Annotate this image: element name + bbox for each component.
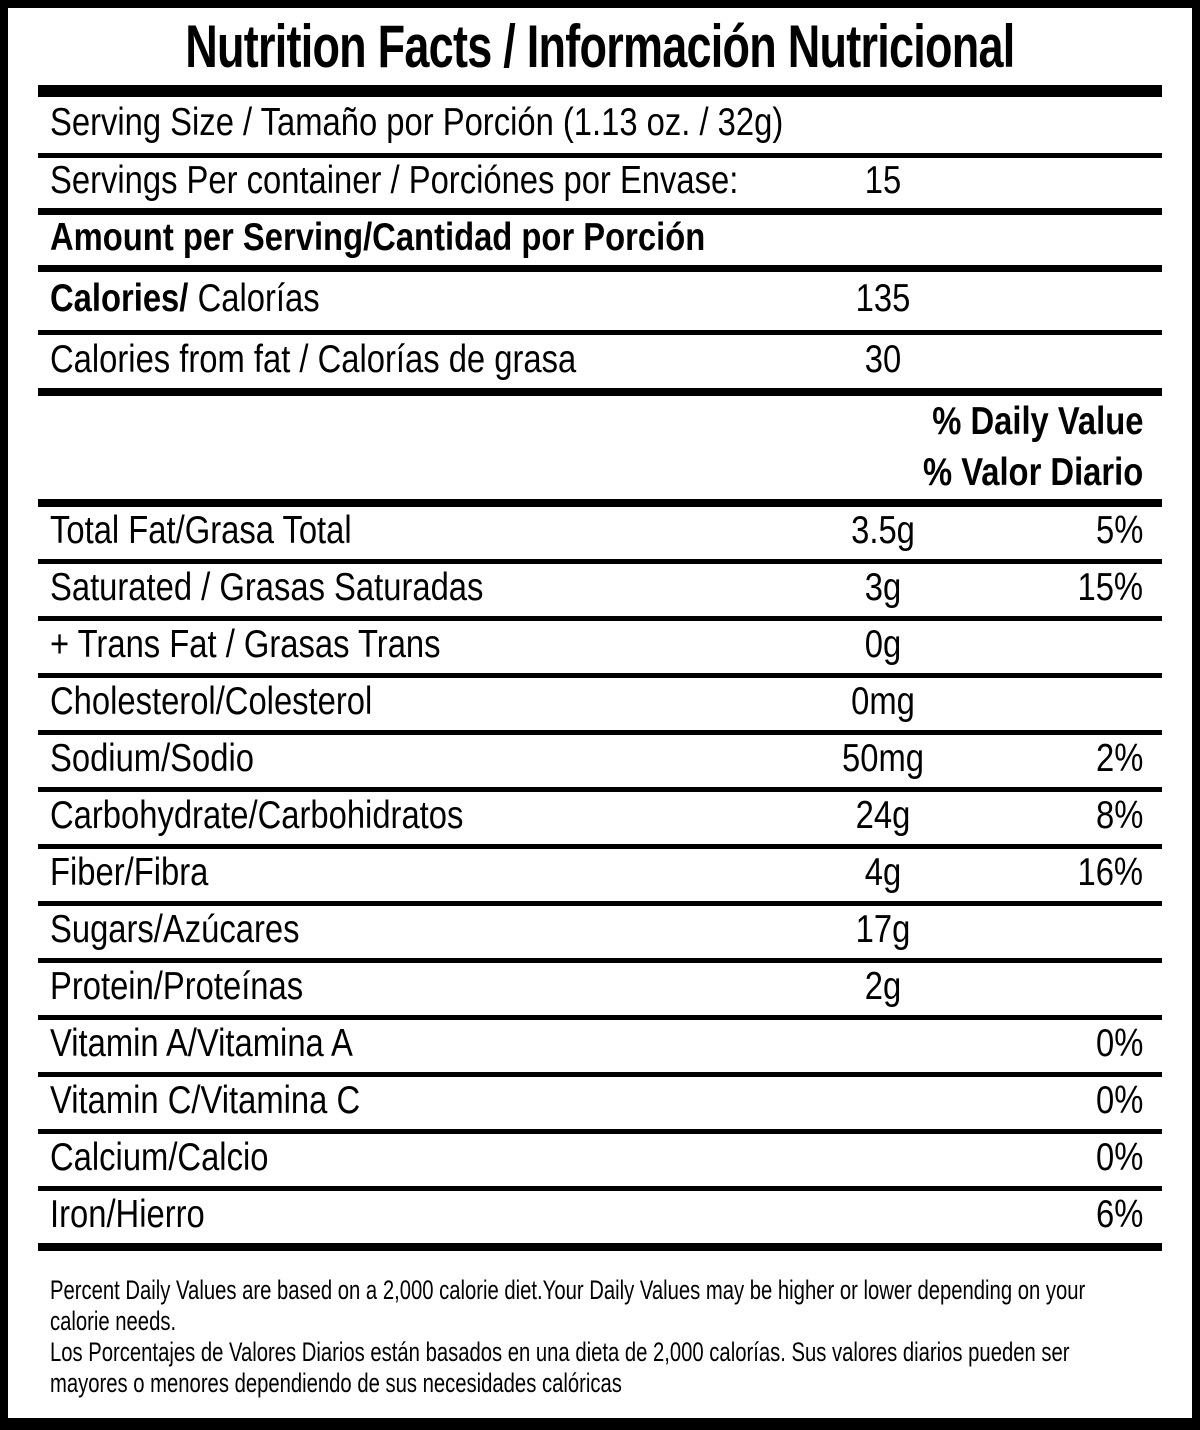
- nutrient-label: Vitamin A/Vitamina A: [50, 1022, 353, 1066]
- calories-from-fat-label: Calories from fat / Calorías de grasa: [50, 337, 577, 381]
- footnote-section: Percent Daily Values are based on a 2,00…: [38, 1251, 1162, 1399]
- nutrient-row-vitamin-c: Vitamin C/Vitamina C 0%: [38, 1077, 1162, 1134]
- nutrient-daily-value: 15%: [1077, 566, 1143, 610]
- nutrient-amount: 0g: [864, 623, 902, 667]
- daily-value-header-es: % Valor Diario: [922, 450, 1143, 494]
- daily-value-header-block: % Daily Value % Valor Diario: [38, 396, 1162, 507]
- nutrient-amount: 3.5g: [851, 509, 915, 553]
- nutrient-label: Calcium/Calcio: [50, 1136, 269, 1180]
- label-title: Nutrition Facts / Información Nutriciona…: [38, 8, 1162, 85]
- nutrient-label: Fiber/Fibra: [50, 851, 209, 895]
- nutrient-row-carbohydrate: Carbohydrate/Carbohidratos 24g 8%: [38, 792, 1162, 849]
- nutrient-row-sodium: Sodium/Sodio 50mg 2%: [38, 735, 1162, 792]
- daily-value-header-en-line: % Daily Value: [38, 396, 1162, 447]
- nutrient-daily-value: 6%: [1095, 1193, 1143, 1237]
- title-divider-bar: [38, 85, 1162, 97]
- nutrient-label: Carbohydrate/Carbohidratos: [50, 794, 464, 838]
- nutrient-amount: 24g: [855, 794, 911, 838]
- nutrient-daily-value: 8%: [1095, 794, 1143, 838]
- calories-label-en: Calories/: [50, 277, 189, 321]
- serving-size-row: Serving Size / Tamaño por Porción (1.13 …: [38, 97, 1162, 158]
- nutrient-row-calcium: Calcium/Calcio 0%: [38, 1134, 1162, 1191]
- daily-value-header-en: % Daily Value: [931, 399, 1143, 443]
- nutrient-label: + Trans Fat / Grasas Trans: [50, 623, 441, 667]
- nutrient-daily-value: 16%: [1077, 851, 1143, 895]
- calories-from-fat-value: 30: [864, 337, 902, 381]
- nutrient-amount: 17g: [855, 908, 911, 952]
- amount-per-serving-header: Amount per Serving/Cantidad por Porción: [50, 216, 706, 260]
- nutrient-row-saturated-fat: Saturated / Grasas Saturadas 3g 15%: [38, 564, 1162, 621]
- label-title-text: Nutrition Facts / Información Nutriciona…: [185, 13, 1015, 80]
- calories-label-es: Calorías: [197, 277, 320, 321]
- nutrient-row-total-fat: Total Fat/Grasa Total 3.5g 5%: [38, 507, 1162, 564]
- nutrient-label: Total Fat/Grasa Total: [50, 509, 352, 553]
- nutrient-daily-value: 5%: [1095, 509, 1143, 553]
- nutrient-label: Cholesterol/Colesterol: [50, 680, 373, 724]
- nutrient-label: Saturated / Grasas Saturadas: [50, 566, 484, 610]
- nutrient-amount: 50mg: [842, 737, 924, 781]
- nutrient-row-vitamin-a: Vitamin A/Vitamina A 0%: [38, 1020, 1162, 1077]
- nutrient-daily-value: 0%: [1095, 1022, 1143, 1066]
- servings-per-container-value: 15: [864, 159, 902, 203]
- calories-value: 135: [855, 277, 911, 321]
- nutrient-row-cholesterol: Cholesterol/Colesterol 0mg: [38, 678, 1162, 735]
- nutrient-daily-value: 0%: [1095, 1079, 1143, 1123]
- servings-per-container-label: Servings Per container / Porciónes por E…: [50, 159, 739, 203]
- nutrient-amount: 3g: [864, 566, 902, 610]
- nutrient-amount: 2g: [864, 965, 902, 1009]
- servings-per-container-row: Servings Per container / Porciónes por E…: [38, 158, 1162, 215]
- nutrient-row-trans-fat: + Trans Fat / Grasas Trans 0g: [38, 621, 1162, 678]
- nutrient-row-sugars: Sugars/Azúcares 17g: [38, 906, 1162, 963]
- nutrient-row-fiber: Fiber/Fibra 4g 16%: [38, 849, 1162, 906]
- nutrient-label: Sodium/Sodio: [50, 737, 254, 781]
- nutrient-daily-value: 0%: [1095, 1136, 1143, 1180]
- nutrient-label: Sugars/Azúcares: [50, 908, 300, 952]
- nutrient-label: Iron/Hierro: [50, 1193, 205, 1237]
- nutrient-row-protein: Protein/Proteínas 2g: [38, 963, 1162, 1020]
- footnote-spanish: Los Porcentajes de Valores Diarios están…: [50, 1337, 1070, 1398]
- serving-size-label: Serving Size / Tamaño por Porción (1.13 …: [50, 101, 784, 145]
- nutrient-label: Vitamin C/Vitamina C: [50, 1079, 361, 1123]
- calories-label: Calories/Calorías: [50, 277, 320, 321]
- calories-row: Calories/Calorías 135: [38, 272, 1162, 335]
- daily-value-header-es-line: % Valor Diario: [38, 447, 1162, 498]
- nutrient-row-iron: Iron/Hierro 6%: [38, 1191, 1162, 1251]
- calories-from-fat-row: Calories from fat / Calorías de grasa 30: [38, 335, 1162, 396]
- footnote-english: Percent Daily Values are based on a 2,00…: [50, 1275, 1086, 1336]
- nutrient-daily-value: 2%: [1095, 737, 1143, 781]
- nutrient-amount: 0mg: [851, 680, 915, 724]
- nutrient-label: Protein/Proteínas: [50, 965, 304, 1009]
- amount-per-serving-header-row: Amount per Serving/Cantidad por Porción: [38, 215, 1162, 272]
- nutrient-amount: 4g: [864, 851, 902, 895]
